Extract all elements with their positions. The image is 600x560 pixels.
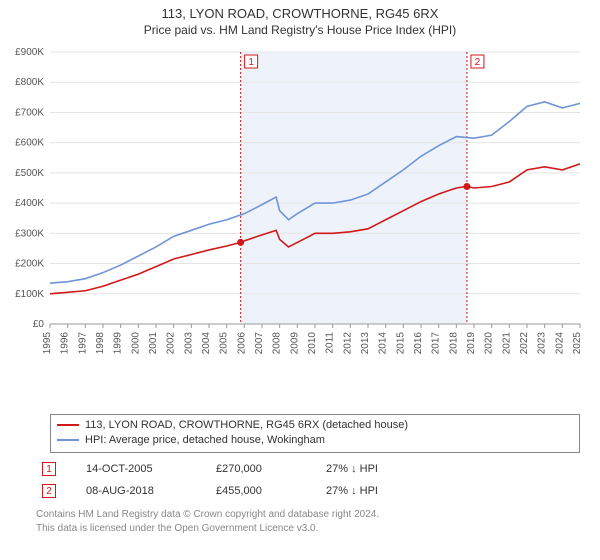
- svg-text:£200K: £200K: [15, 259, 44, 270]
- legend-swatch: [57, 439, 79, 441]
- transaction-marker: 1: [42, 462, 56, 476]
- svg-text:1: 1: [248, 57, 254, 68]
- svg-text:£0: £0: [33, 319, 45, 330]
- svg-text:2016: 2016: [413, 332, 424, 355]
- attribution-footer: Contains HM Land Registry data © Crown c…: [36, 508, 379, 535]
- svg-text:2005: 2005: [219, 332, 230, 355]
- svg-text:2011: 2011: [325, 332, 336, 354]
- transaction-pct: 27% ↓ HPI: [326, 485, 456, 497]
- svg-text:1998: 1998: [95, 332, 106, 355]
- svg-text:2022: 2022: [519, 332, 530, 355]
- svg-text:2014: 2014: [378, 332, 389, 355]
- svg-text:£400K: £400K: [15, 198, 44, 209]
- transaction-price: £455,000: [216, 485, 326, 497]
- svg-text:2006: 2006: [236, 332, 247, 355]
- svg-text:2008: 2008: [272, 332, 283, 355]
- svg-text:£100K: £100K: [15, 289, 44, 300]
- svg-text:£300K: £300K: [15, 228, 44, 239]
- svg-text:2000: 2000: [130, 332, 141, 355]
- page-title: 113, LYON ROAD, CROWTHORNE, RG45 6RX: [0, 6, 600, 21]
- svg-text:2025: 2025: [572, 332, 583, 355]
- transaction-pct: 27% ↓ HPI: [326, 463, 456, 475]
- svg-text:2003: 2003: [183, 332, 194, 355]
- svg-text:£900K: £900K: [15, 47, 44, 58]
- svg-text:2004: 2004: [201, 332, 212, 355]
- svg-text:£600K: £600K: [15, 138, 44, 149]
- svg-text:1996: 1996: [60, 332, 71, 355]
- svg-text:2012: 2012: [342, 332, 353, 355]
- svg-text:2007: 2007: [254, 332, 265, 355]
- svg-text:2: 2: [475, 57, 481, 68]
- footer-line: Contains HM Land Registry data © Crown c…: [36, 508, 379, 522]
- transaction-list: 1 14-OCT-2005£270,00027% ↓ HPI 2 08-AUG-201…: [36, 458, 456, 502]
- svg-text:2010: 2010: [307, 332, 318, 355]
- svg-text:2021: 2021: [501, 332, 512, 355]
- transaction-date: 08-AUG-2018: [86, 485, 216, 497]
- svg-text:2017: 2017: [431, 332, 442, 355]
- transaction-marker: 2: [42, 484, 56, 498]
- transaction-row: 1 14-OCT-2005£270,00027% ↓ HPI: [36, 458, 456, 480]
- transaction-row: 2 08-AUG-2018£455,00027% ↓ HPI: [36, 480, 456, 502]
- svg-text:2015: 2015: [395, 332, 406, 355]
- svg-text:2001: 2001: [148, 332, 159, 355]
- svg-text:2002: 2002: [166, 332, 177, 355]
- page-subtitle: Price paid vs. HM Land Registry's House …: [0, 23, 600, 37]
- svg-text:£700K: £700K: [15, 107, 44, 118]
- svg-text:2019: 2019: [466, 332, 477, 355]
- svg-text:2020: 2020: [484, 332, 495, 355]
- svg-text:1995: 1995: [42, 332, 53, 355]
- svg-text:1999: 1999: [113, 332, 124, 355]
- chart-legend: 113, LYON ROAD, CROWTHORNE, RG45 6RX (de…: [50, 414, 580, 453]
- transaction-price: £270,000: [216, 463, 326, 475]
- svg-text:2024: 2024: [554, 332, 565, 355]
- svg-text:2023: 2023: [537, 332, 548, 355]
- svg-text:£500K: £500K: [15, 168, 44, 179]
- legend-swatch: [57, 424, 79, 426]
- footer-line: This data is licensed under the Open Gov…: [36, 522, 379, 536]
- legend-item: 113, LYON ROAD, CROWTHORNE, RG45 6RX (de…: [57, 418, 573, 433]
- legend-item: HPI: Average price, detached house, Woki…: [57, 433, 573, 448]
- svg-text:£800K: £800K: [15, 77, 44, 88]
- price-chart: £0£100K£200K£300K£400K£500K£600K£700K£80…: [50, 46, 580, 366]
- svg-text:2009: 2009: [289, 332, 300, 355]
- svg-text:2013: 2013: [360, 332, 371, 355]
- legend-label: HPI: Average price, detached house, Woki…: [85, 434, 325, 446]
- transaction-date: 14-OCT-2005: [86, 463, 216, 475]
- legend-label: 113, LYON ROAD, CROWTHORNE, RG45 6RX (de…: [85, 419, 408, 431]
- svg-text:1997: 1997: [77, 332, 88, 355]
- svg-text:2018: 2018: [448, 332, 459, 355]
